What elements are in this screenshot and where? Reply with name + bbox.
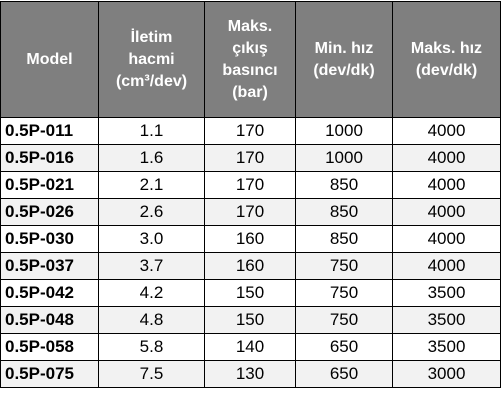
model-cell: 0.5P-030 [0, 225, 99, 253]
table-body: 0.5P-011 1.1 170 1000 4000 0.5P-016 1.6 170 1000… [0, 117, 501, 388]
header-text: hacmi [128, 50, 175, 68]
value-cell: 4000 [392, 117, 501, 145]
value-cell: 4000 [392, 171, 501, 199]
table-row: 0.5P-016 1.6 170 1000 4000 [0, 144, 501, 172]
model-cell: 0.5P-037 [0, 252, 99, 280]
table-row: 0.5P-048 4.8 150 750 3500 [0, 306, 501, 334]
header-text: basıncı [222, 61, 278, 79]
value-cell: 650 [295, 360, 393, 388]
header-text: Model [26, 50, 73, 68]
value-cell: 750 [295, 306, 393, 334]
value-cell: 1000 [295, 144, 393, 172]
value-cell: 1.1 [98, 117, 205, 145]
header-text: Maks. hız [410, 39, 483, 57]
model-cell: 0.5P-026 [0, 198, 99, 226]
value-cell: 2.1 [98, 171, 205, 199]
header-text: İletim [130, 28, 173, 46]
value-cell: 4000 [392, 252, 501, 280]
value-cell: 5.8 [98, 333, 205, 361]
header-cell: İletim hacmi (cm³/dev) [98, 1, 205, 118]
value-cell: 4.8 [98, 306, 205, 334]
value-cell: 2.6 [98, 198, 205, 226]
model-cell: 0.5P-048 [0, 306, 99, 334]
value-cell: 3500 [392, 306, 501, 334]
value-cell: 170 [204, 198, 296, 226]
value-cell: 850 [295, 198, 393, 226]
value-cell: 750 [295, 279, 393, 307]
header-text: çıkış [232, 39, 268, 57]
table-row: 0.5P-058 5.8 140 650 3500 [0, 333, 501, 361]
header-cell: Model [0, 1, 99, 118]
table-row: 0.5P-011 1.1 170 1000 4000 [0, 117, 501, 145]
value-cell: 7.5 [98, 360, 205, 388]
model-cell: 0.5P-042 [0, 279, 99, 307]
value-cell: 160 [204, 252, 296, 280]
header-cell: Min. hız (dev/dk) [295, 1, 393, 118]
spec-table: Model İletim hacmi (cm³/dev) Maks. çıkış basın… [0, 1, 501, 388]
header-text: (cm³/dev) [115, 72, 188, 90]
value-cell: 150 [204, 306, 296, 334]
header-text: (bar) [232, 83, 268, 101]
value-cell: 850 [295, 171, 393, 199]
table-row: 0.5P-030 3.0 160 850 4000 [0, 225, 501, 253]
table-row: 0.5P-037 3.7 160 750 4000 [0, 252, 501, 280]
header-text: Maks. [227, 17, 273, 35]
header-cell: Maks. hız (dev/dk) [392, 1, 501, 118]
header-text: (dev/dk) [313, 61, 375, 79]
model-cell: 0.5P-058 [0, 333, 99, 361]
value-cell: 4.2 [98, 279, 205, 307]
value-cell: 170 [204, 117, 296, 145]
value-cell: 170 [204, 144, 296, 172]
value-cell: 1.6 [98, 144, 205, 172]
value-cell: 3500 [392, 279, 501, 307]
value-cell: 3500 [392, 333, 501, 361]
model-cell: 0.5P-021 [0, 171, 99, 199]
value-cell: 3000 [392, 360, 501, 388]
value-cell: 160 [204, 225, 296, 253]
header-cell: Maks. çıkış basıncı (bar) [204, 1, 296, 118]
value-cell: 4000 [392, 144, 501, 172]
model-cell: 0.5P-011 [0, 117, 99, 145]
value-cell: 4000 [392, 198, 501, 226]
table-row: 0.5P-075 7.5 130 650 3000 [0, 360, 501, 388]
header-text: (dev/dk) [415, 61, 478, 79]
table-row: 0.5P-021 2.1 170 850 4000 [0, 171, 501, 199]
value-cell: 3.0 [98, 225, 205, 253]
value-cell: 140 [204, 333, 296, 361]
header-row: Model İletim hacmi (cm³/dev) Maks. çıkış basın… [0, 1, 501, 118]
model-cell: 0.5P-075 [0, 360, 99, 388]
value-cell: 3.7 [98, 252, 205, 280]
value-cell: 750 [295, 252, 393, 280]
value-cell: 150 [204, 279, 296, 307]
value-cell: 170 [204, 171, 296, 199]
model-cell: 0.5P-016 [0, 144, 99, 172]
value-cell: 850 [295, 225, 393, 253]
value-cell: 4000 [392, 225, 501, 253]
value-cell: 650 [295, 333, 393, 361]
header-text: Min. hız [314, 39, 374, 57]
table-row: 0.5P-042 4.2 150 750 3500 [0, 279, 501, 307]
table-row: 0.5P-026 2.6 170 850 4000 [0, 198, 501, 226]
value-cell: 1000 [295, 117, 393, 145]
value-cell: 130 [204, 360, 296, 388]
